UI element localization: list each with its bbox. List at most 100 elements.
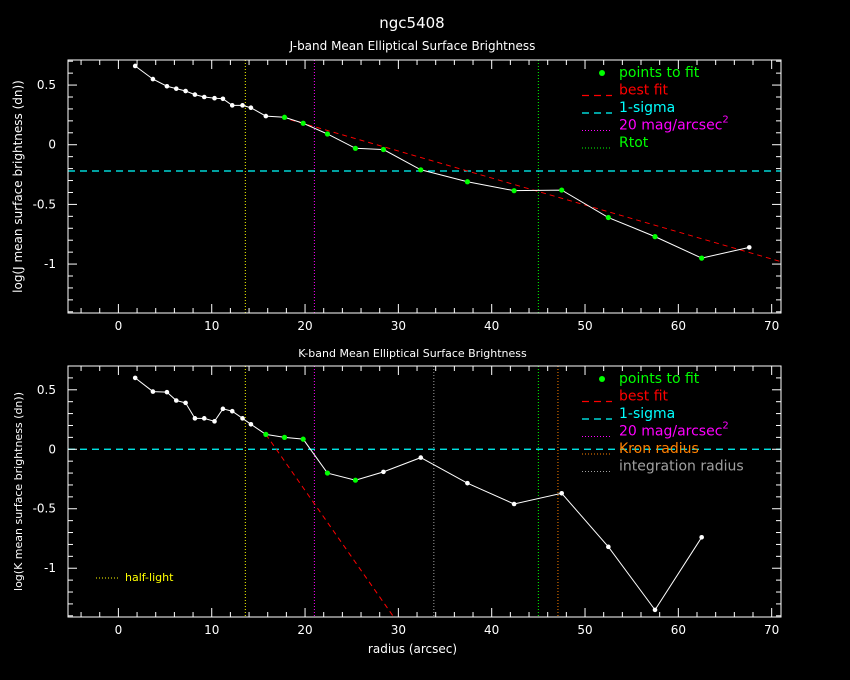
legend-label: 20 mag/arcsec2	[619, 115, 729, 134]
y-tick-label: -1	[44, 257, 56, 271]
x-tick-label: 50	[577, 623, 592, 637]
data-point	[652, 607, 658, 613]
data-point	[183, 400, 188, 406]
half-light-label: half-light	[125, 571, 174, 584]
fit-point	[281, 434, 288, 440]
legend-marker	[599, 70, 605, 76]
panel-j-band: J-band Mean Elliptical Surface Brightnes…	[11, 39, 782, 333]
data-point	[240, 416, 245, 421]
data-point	[173, 86, 179, 91]
data-point	[192, 416, 198, 421]
x-tick-label: 30	[391, 623, 406, 637]
data-point	[229, 103, 235, 108]
data-point	[220, 406, 226, 412]
legend-label: points to fit	[619, 65, 700, 81]
plot-frame	[67, 59, 782, 314]
data-point	[220, 96, 226, 102]
fit-point	[605, 214, 611, 221]
fit-point	[699, 255, 705, 261]
data-point	[465, 480, 470, 486]
x-tick-label: 60	[671, 623, 686, 637]
data-point	[164, 389, 170, 395]
y-axis-label: log(K mean surface brightness (dn))	[12, 392, 25, 591]
fit-point	[324, 470, 331, 476]
data-point	[201, 94, 207, 100]
data-point	[132, 63, 138, 69]
y-tick-label: 0	[48, 138, 56, 152]
x-tick-label: 30	[391, 319, 406, 333]
fit-point	[559, 187, 565, 193]
x-tick-label: 40	[484, 319, 499, 333]
legend-label: integration radius	[619, 459, 744, 475]
panel-title: J-band Mean Elliptical Surface Brightnes…	[289, 39, 536, 53]
legend-label: best fit	[619, 83, 669, 99]
data-point	[248, 421, 254, 427]
data-point	[559, 490, 564, 496]
x-tick-label: 0	[115, 623, 123, 637]
best-fit-line	[281, 116, 781, 263]
x-tick-label: 0	[115, 319, 123, 333]
legend-label: 1-sigma	[619, 100, 675, 116]
y-tick-label: -0.5	[33, 502, 56, 516]
best-fit-line	[265, 434, 395, 617]
fit-point	[324, 131, 331, 137]
data-point	[263, 113, 269, 119]
data-point	[240, 103, 245, 108]
plot-area	[68, 60, 781, 313]
legend-label: Rtot	[619, 135, 649, 151]
x-tick-label: 70	[764, 623, 779, 637]
legend-label: Kron radius	[619, 441, 699, 457]
fit-point	[281, 114, 288, 120]
data-point	[173, 398, 179, 403]
data-point	[381, 469, 386, 475]
y-tick-label: -1	[44, 561, 56, 575]
fit-point	[464, 179, 471, 185]
panel-k-band: K-band Mean Elliptical Surface Brightnes…	[12, 347, 782, 656]
data-point	[606, 544, 611, 550]
figure-title: ngc5408	[379, 14, 444, 32]
data-point	[511, 501, 517, 507]
data-point	[132, 375, 138, 381]
data-point	[212, 95, 217, 101]
legend-label: best fit	[619, 389, 669, 405]
x-tick-label: 10	[204, 319, 219, 333]
y-tick-label: 0	[48, 442, 56, 456]
data-point	[164, 83, 170, 89]
data-point	[229, 408, 235, 414]
data-point	[248, 105, 254, 111]
y-axis-label: log(J mean surface brightness (dn))	[11, 80, 25, 293]
x-tick-label: 20	[297, 319, 312, 333]
legend-label: 20 mag/arcsec2	[619, 421, 729, 440]
y-tick-label: -0.5	[33, 197, 56, 211]
fit-point	[300, 120, 306, 126]
x-tick-label: 10	[204, 623, 219, 637]
plot-area	[68, 366, 781, 617]
legend-marker	[599, 376, 605, 382]
plot-frame	[67, 365, 782, 618]
y-tick-label: 0.5	[37, 383, 56, 397]
data-point	[201, 416, 207, 421]
fit-point	[352, 145, 359, 151]
panel-title: K-band Mean Elliptical Surface Brightnes…	[298, 347, 527, 360]
fit-point	[652, 234, 658, 240]
data-point	[746, 245, 752, 250]
data-point	[212, 419, 217, 424]
data-point	[699, 534, 704, 540]
fit-point	[418, 167, 424, 173]
data-point	[192, 92, 198, 97]
data-point	[418, 455, 424, 460]
x-tick-label: 40	[484, 623, 499, 637]
legend-superscript: 2	[722, 421, 728, 432]
fit-point	[511, 188, 517, 194]
fit-point	[300, 436, 306, 442]
data-line	[134, 377, 703, 611]
legend-label: points to fit	[619, 371, 700, 387]
legend-superscript: 2	[722, 115, 728, 126]
x-tick-label: 50	[577, 319, 592, 333]
x-axis-label: radius (arcsec)	[368, 642, 457, 656]
data-point	[150, 76, 156, 82]
x-tick-label: 70	[764, 319, 779, 333]
